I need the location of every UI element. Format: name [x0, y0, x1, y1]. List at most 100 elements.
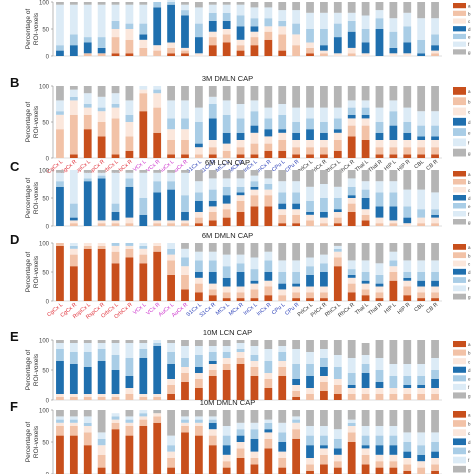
bar-segment — [153, 340, 162, 343]
bar-segment — [167, 86, 175, 101]
bar-segment — [333, 410, 342, 430]
bar-segment — [403, 189, 412, 207]
bar-segment — [111, 29, 120, 38]
y-tick-label: 0 — [46, 300, 50, 306]
bar-segment — [167, 154, 175, 158]
bar-segment — [347, 422, 356, 426]
bar-segment — [320, 445, 328, 449]
bar-segment — [181, 432, 189, 474]
bar-segment — [97, 170, 106, 173]
bar-segment — [375, 154, 384, 158]
bar-segment — [361, 198, 370, 210]
bar-segment — [153, 413, 162, 417]
bar-segment — [181, 382, 189, 400]
bar-segment — [236, 340, 245, 343]
bar-segment — [431, 470, 439, 474]
bar-segment — [153, 192, 162, 221]
bar-segment — [83, 129, 92, 158]
bar-segment — [208, 96, 217, 104]
bar-segment — [139, 93, 148, 112]
bar-segment — [375, 461, 384, 468]
legend-swatch — [453, 366, 466, 373]
bar-segment — [361, 15, 370, 29]
bar-segment — [153, 251, 162, 301]
bar-segment — [111, 343, 120, 355]
bar-segment — [431, 451, 439, 458]
bar-segment — [278, 192, 287, 204]
bar-segment — [347, 86, 356, 101]
bar-segment — [431, 292, 439, 299]
bar-segment — [236, 254, 245, 264]
bar-segment — [320, 448, 328, 455]
legend-label: e — [468, 130, 471, 135]
bar-segment — [208, 422, 217, 430]
bar-segment — [139, 4, 148, 24]
bar-segment — [236, 86, 245, 104]
bar-segment — [389, 100, 398, 112]
bar-segment — [97, 454, 106, 468]
bar-segment — [292, 364, 301, 379]
bar-segment — [264, 373, 273, 379]
bar-segment — [389, 53, 398, 56]
bar-segment — [83, 53, 92, 56]
bar-segment — [208, 170, 217, 179]
y-axis-label-line: ROI-voxels — [33, 353, 40, 386]
bar-segment — [292, 132, 301, 140]
bar-segment — [125, 186, 134, 218]
bar-segment — [208, 154, 217, 158]
x-tick-label: MCx R — [228, 302, 245, 317]
bar-segment — [222, 150, 231, 158]
bar-segment — [292, 10, 301, 24]
bar-segment — [278, 442, 287, 452]
panel-d: D 6M DMLN CAP Percentage ofROI-voxels 0 50 10… — [10, 231, 471, 321]
bar-segment — [194, 181, 203, 193]
bar-segment — [139, 340, 148, 343]
bar-segment — [111, 243, 120, 246]
bar-segment — [250, 181, 259, 187]
bar-segment — [292, 391, 301, 397]
bar-segment — [181, 346, 189, 358]
bar-segment — [83, 104, 92, 108]
bar-segment — [292, 379, 301, 385]
bar-segment — [250, 367, 259, 376]
bar-segment — [403, 53, 412, 56]
bar-segment — [167, 189, 175, 221]
bar-segment — [139, 426, 148, 474]
bar-segment — [417, 454, 426, 462]
bar-segment — [236, 286, 245, 293]
bar-segment — [97, 340, 106, 343]
bar-segment — [389, 2, 398, 19]
bar-segment — [56, 129, 64, 158]
bar-segment — [320, 435, 328, 446]
bar-segment — [389, 181, 398, 193]
bar-segment — [208, 410, 217, 417]
bar-segment — [361, 107, 370, 115]
bar-segment — [111, 370, 120, 394]
bar-segment — [375, 192, 384, 207]
legend-label: a — [468, 245, 471, 250]
bar-segment — [153, 107, 162, 133]
bar-segment — [361, 448, 370, 455]
legend-swatch — [453, 268, 466, 275]
bar-segment — [333, 212, 342, 218]
bar-segment — [194, 192, 203, 201]
bar-segment — [278, 272, 287, 284]
bar-segment — [389, 272, 398, 281]
bar-segment — [181, 172, 189, 196]
bar-segment — [278, 170, 287, 182]
bar-segment — [125, 122, 134, 137]
panel-letter: E — [10, 329, 19, 344]
bar-segment — [347, 107, 356, 115]
bar-segment — [222, 292, 231, 299]
legend-swatch — [453, 195, 466, 201]
bar-segment — [194, 419, 203, 423]
bar-segment — [97, 467, 106, 474]
panel-title: 10M LCN CAP — [203, 328, 252, 337]
bar-segment — [347, 410, 356, 420]
bar-segment — [208, 86, 217, 97]
bar-segment — [167, 0, 175, 3]
bar-segment — [125, 53, 134, 56]
bar-segment — [125, 39, 134, 54]
bar-segment — [139, 34, 148, 40]
bar-segment — [208, 370, 217, 376]
